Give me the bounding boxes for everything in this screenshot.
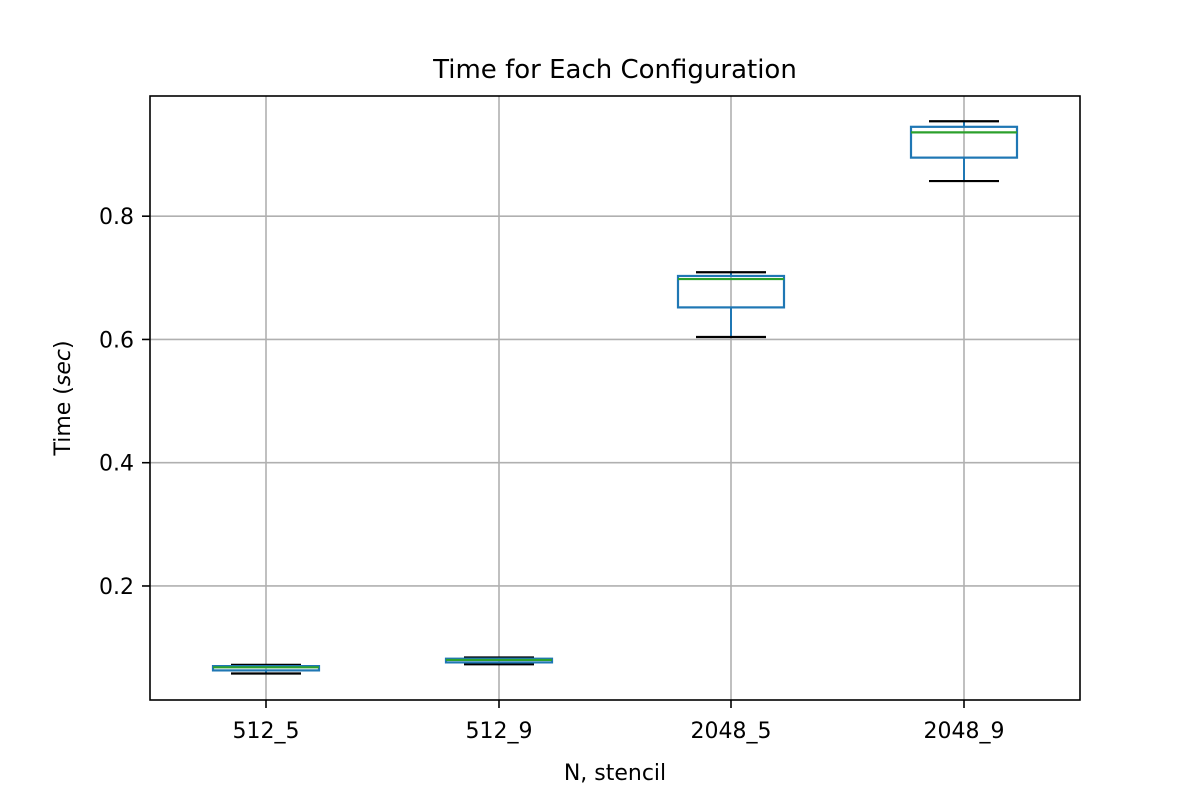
box-body-2048_9 [909,125,1019,159]
x-axis-label: N, stencil [564,761,666,786]
x-tick-label-512_5: 512_5 [233,719,300,744]
y-axis-label-unit: sec [51,349,76,386]
box-2048_5 [676,271,786,339]
plot-frame [149,95,1081,701]
y-tick-label-0.8: 0.8 [99,205,134,230]
y-tick-label-0.2: 0.2 [99,575,134,600]
x-tick-label-512_9: 512_9 [466,719,533,744]
grid-lines [150,96,1080,700]
box-512_5 [211,663,321,675]
x-axis-ticks: 512_5 512_9 2048_5 2048_9 [233,700,1005,744]
y-axis-ticks: 0.2 0.4 0.6 0.8 [99,205,150,600]
y-axis-label-main: Time ( [51,386,76,456]
y-axis-label-close: ) [51,340,76,349]
x-tick-label-2048_9: 2048_9 [924,719,1005,744]
y-tick-label-0.4: 0.4 [99,452,134,477]
chart-title: Time for Each Configuration [432,55,797,85]
box-body-2048_5 [676,274,786,309]
x-tick-label-2048_5: 2048_5 [691,719,772,744]
y-tick-label-0.6: 0.6 [99,328,134,353]
box-series [211,120,1019,675]
box-2048_9 [909,120,1019,183]
y-axis-label: Time (sec) [51,340,76,456]
box-512_9 [444,656,554,666]
